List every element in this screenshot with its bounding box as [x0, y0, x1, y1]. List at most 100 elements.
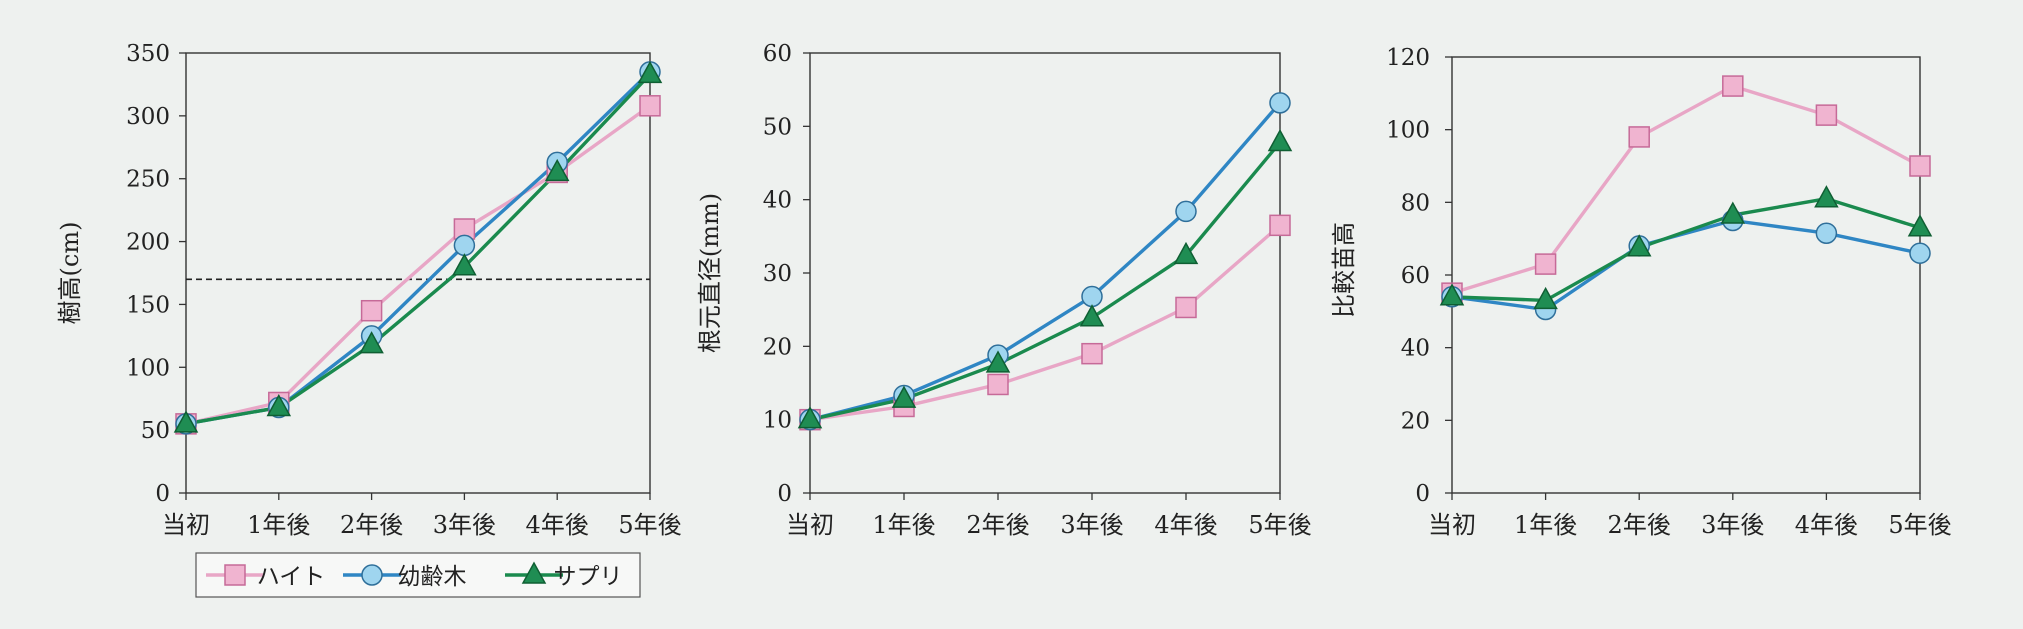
data-point-square — [1175, 296, 1197, 319]
data-point-triangle — [544, 158, 570, 182]
data-point-circle — [1269, 92, 1291, 114]
data-point-triangle — [797, 406, 823, 429]
data-point-triangle — [891, 385, 917, 408]
x-tick-label: 4年後 — [526, 511, 589, 539]
series-line-square — [185, 104, 651, 426]
x-tick-label: 3年後 — [1701, 511, 1764, 539]
x-tick-label: 2年後 — [1608, 511, 1671, 539]
data-point-triangle — [985, 350, 1011, 373]
x-tick-label: 1年後 — [247, 511, 310, 539]
x-tick-label: 2年後 — [966, 511, 1029, 539]
x-tick-label: 2年後 — [340, 511, 403, 539]
y-tick-label: 100 — [1386, 118, 1430, 144]
data-point-circle — [1815, 222, 1838, 244]
y-tick-label: 20 — [763, 334, 792, 360]
y-tick-label: 100 — [126, 355, 170, 381]
series-line-triangle — [809, 141, 1282, 422]
y-axis-label: 樹高(cm) — [56, 222, 84, 325]
data-point-square — [1909, 155, 1931, 177]
x-tick-label: 3年後 — [1060, 511, 1123, 539]
series-line-circle — [809, 101, 1282, 422]
legend: ハイト 幼齢木 サプリ — [195, 552, 641, 598]
y-tick-label: 350 — [126, 41, 170, 67]
x-tick-label: 5年後 — [1248, 511, 1311, 539]
series-line-square — [809, 224, 1282, 422]
y-tick-label: 150 — [126, 292, 170, 318]
legend-marker-circle — [361, 564, 383, 586]
y-tick-label: 0 — [777, 481, 792, 507]
y-tick-label: 250 — [126, 167, 170, 193]
data-point-triangle — [1814, 185, 1839, 208]
y-tick-label: 20 — [1401, 408, 1430, 434]
data-point-circle — [1175, 200, 1197, 223]
legend-label: 幼齢木 — [398, 564, 467, 590]
chart-tree-height: 0 50 100 150 200 250 300 350 当初 1年後 2年後 3年後 4年後 5年後 樹高… — [56, 41, 682, 539]
y-tick-label: 10 — [763, 408, 792, 434]
data-point-square — [1081, 342, 1103, 365]
y-axis-label: 根元直径(mm) — [696, 193, 724, 353]
x-tick-label: 当初 — [162, 511, 210, 539]
y-tick-label: 0 — [155, 481, 170, 507]
x-tick-label: 5年後 — [1888, 511, 1951, 539]
legend-label: サプリ — [554, 564, 623, 590]
x-tick-label: 当初 — [1428, 511, 1476, 539]
series-line-triangle — [1451, 196, 1921, 303]
y-tick-label: 40 — [1401, 336, 1430, 362]
data-point-square — [1269, 214, 1291, 237]
data-point-square — [1722, 75, 1744, 97]
x-tick-label: 当初 — [786, 511, 834, 539]
legend-box — [195, 552, 641, 598]
data-point-triangle — [173, 410, 199, 433]
y-tick-label: 60 — [763, 41, 792, 67]
data-point-triangle — [1720, 201, 1746, 224]
x-tick-label: 4年後 — [1795, 511, 1858, 539]
series-line-circle — [1451, 218, 1921, 312]
data-point-triangle — [1439, 283, 1465, 306]
y-tick-label: 50 — [763, 114, 792, 140]
data-point-square — [987, 373, 1009, 396]
data-point-triangle — [1626, 234, 1652, 257]
data-point-triangle — [1267, 128, 1293, 152]
data-point-circle — [453, 234, 476, 257]
data-point-triangle — [266, 393, 292, 417]
y-tick-label: 200 — [126, 230, 170, 256]
data-point-circle — [1909, 242, 1931, 264]
legend-marker-square — [224, 564, 246, 586]
series-line-square — [1451, 84, 1921, 295]
x-tick-label: 1年後 — [1514, 511, 1577, 539]
y-tick-label: 30 — [763, 261, 792, 287]
y-tick-label: 80 — [1401, 190, 1430, 216]
plot-frame — [185, 52, 651, 494]
data-point-triangle — [1533, 286, 1558, 310]
x-tick-label: 1年後 — [872, 511, 935, 539]
data-point-triangle — [1907, 214, 1933, 237]
data-point-square — [639, 95, 661, 117]
data-point-triangle — [452, 253, 477, 276]
y-tick-label: 60 — [1401, 263, 1430, 289]
y-axis-label: 比較苗高 — [1330, 222, 1358, 318]
legend-label: ハイト — [257, 564, 326, 590]
data-point-triangle — [637, 60, 663, 84]
x-tick-label: 3年後 — [433, 511, 496, 539]
data-point-circle — [1081, 285, 1103, 308]
x-tick-label: 4年後 — [1154, 511, 1217, 539]
data-point-square — [1628, 126, 1650, 148]
chart-comparative-height: 0 20 40 60 80 100 120 当初 1年後 2年後 3年後 4年後 5年後 比較苗高 — [1330, 45, 1952, 539]
x-tick-label: 5年後 — [618, 511, 681, 539]
legend-marker-triangle — [521, 561, 547, 584]
data-point-triangle — [1173, 241, 1199, 265]
data-point-square — [1815, 104, 1838, 126]
y-tick-label: 120 — [1386, 45, 1430, 71]
data-point-square — [360, 299, 383, 322]
y-tick-label: 300 — [126, 104, 170, 130]
data-point-triangle — [1079, 304, 1105, 327]
data-point-triangle — [359, 331, 384, 354]
y-tick-label: 50 — [141, 418, 170, 444]
y-tick-label: 40 — [763, 188, 792, 214]
data-point-square — [1534, 253, 1557, 275]
chart-root-diameter: 0 10 20 30 40 50 60 当初 1年後 2年後 3年後 4年後 5年後 根元直径(mm) — [696, 41, 1312, 539]
series-line-triangle — [185, 73, 652, 426]
y-tick-label: 0 — [1415, 481, 1430, 507]
